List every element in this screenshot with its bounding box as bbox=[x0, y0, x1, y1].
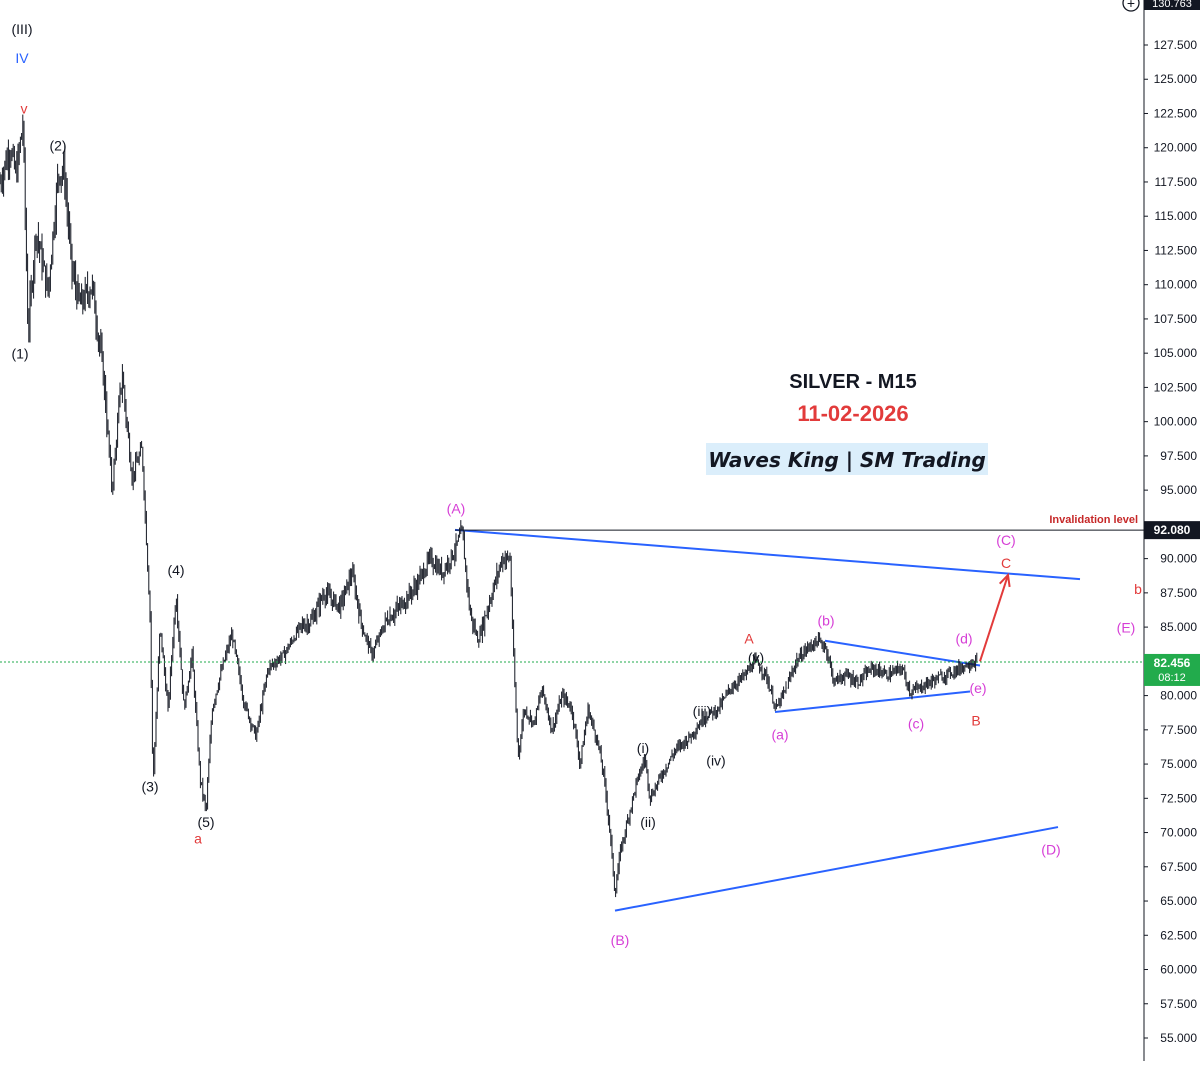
price-tick-label: 62.500 bbox=[1160, 928, 1197, 942]
projection-arrow-head bbox=[998, 572, 1011, 588]
price-tick-label: 112.500 bbox=[1155, 243, 1198, 257]
price-tick-label: 97.500 bbox=[1160, 449, 1197, 463]
wave-label: (v) bbox=[748, 650, 764, 666]
price-tick-label: 105.000 bbox=[1154, 346, 1198, 360]
brand-badge-bg bbox=[706, 443, 988, 475]
wave-label: (A) bbox=[447, 500, 466, 516]
current-price-group: 82.456 08:12 bbox=[0, 653, 1200, 686]
trend-lines bbox=[454, 528, 1081, 912]
price-tick-label: 110.000 bbox=[1155, 278, 1198, 292]
title-block: SILVER - M15 11-02-2026 Waves King | SM … bbox=[706, 371, 988, 475]
wave-label: (d) bbox=[955, 631, 972, 647]
price-tick-label: 127.500 bbox=[1154, 38, 1198, 52]
chart-title: SILVER - M15 bbox=[789, 371, 916, 393]
price-tick-label: 77.500 bbox=[1160, 723, 1197, 737]
invalidation-price-text: 92.080 bbox=[1154, 523, 1191, 537]
wave-label: (e) bbox=[969, 680, 986, 696]
price-tick-label: 80.000 bbox=[1160, 689, 1197, 703]
triangle-lower-line bbox=[774, 690, 971, 714]
price-tick-label: 85.000 bbox=[1160, 620, 1197, 634]
wave-label: (1) bbox=[11, 346, 28, 362]
price-axis[interactable]: 55.000 57.500 60.000 62.500 65.000 67.500 70.0… bbox=[1143, 0, 1198, 1061]
current-price-text: 82.456 bbox=[1154, 656, 1191, 670]
wave-label: b bbox=[1134, 581, 1142, 597]
wave-label: A bbox=[744, 631, 754, 647]
top-tick-label: 130.763 bbox=[1152, 0, 1192, 10]
wave-label: (ii) bbox=[640, 814, 656, 830]
wave-label: (a) bbox=[771, 726, 788, 742]
wave-label: IV bbox=[15, 50, 29, 66]
price-series bbox=[0, 114, 978, 898]
plus-icon: + bbox=[1127, 0, 1135, 11]
price-tick-label: 67.500 bbox=[1160, 860, 1197, 874]
price-tick-label: 87.500 bbox=[1160, 586, 1197, 600]
wave-label: (3) bbox=[141, 778, 158, 794]
wave-label: (D) bbox=[1041, 841, 1060, 857]
triangle-upper-line bbox=[824, 639, 981, 667]
price-tick-label: 115.000 bbox=[1155, 209, 1198, 223]
price-tick-label: 125.000 bbox=[1154, 72, 1198, 86]
wave-label: (B) bbox=[611, 932, 630, 948]
price-tick-label: 120.000 bbox=[1154, 141, 1198, 155]
wave-label: (2) bbox=[49, 137, 66, 153]
wave-label: C bbox=[1001, 555, 1011, 571]
price-tick-label: 55.000 bbox=[1160, 1031, 1197, 1045]
invalidation-group: Invalidation level 92.080 bbox=[455, 514, 1200, 540]
projection-arrow-line bbox=[979, 574, 1009, 662]
wave-label: (iv) bbox=[706, 752, 725, 768]
invalidation-price-tag bbox=[1144, 521, 1200, 540]
price-tick-label: 100.000 bbox=[1154, 415, 1198, 429]
wave-labels: (III) IV v (2) (1) (4) (3) (5)a (A) (B) (i) (ii) (ii… bbox=[11, 21, 1142, 948]
current-price-tag bbox=[1144, 653, 1200, 686]
wave-label: (b) bbox=[817, 613, 834, 629]
wave-label: a bbox=[194, 831, 202, 847]
zoom-plus-button[interactable] bbox=[1122, 0, 1140, 12]
bar-countdown-text: 08:12 bbox=[1158, 672, 1186, 684]
price-tick-label: 65.000 bbox=[1160, 894, 1197, 908]
price-tick-label: 95.000 bbox=[1160, 483, 1197, 497]
wave-label: (E) bbox=[1117, 620, 1136, 636]
price-tick-label: 90.000 bbox=[1160, 552, 1197, 566]
chart-date: 11-02-2026 bbox=[797, 401, 908, 426]
wave-label: (5) bbox=[197, 814, 214, 830]
price-tick-label: 122.500 bbox=[1154, 106, 1198, 120]
wave-label: (4) bbox=[167, 562, 184, 578]
price-tick-label: 70.000 bbox=[1160, 826, 1197, 840]
price-tick-label: 107.500 bbox=[1154, 312, 1198, 326]
wave-label: (III) bbox=[12, 21, 33, 37]
wave-label: (C) bbox=[996, 532, 1015, 548]
upper-channel-line bbox=[454, 528, 1081, 581]
wave-label: (c) bbox=[908, 715, 924, 731]
top-axis-area: 130.763 + bbox=[1122, 0, 1200, 12]
brand-label: Waves King | SM Trading bbox=[708, 448, 986, 472]
price-tick-label: 102.500 bbox=[1154, 380, 1198, 394]
price-tick-label: 117.500 bbox=[1155, 175, 1198, 189]
wave-label: (iii) bbox=[693, 703, 712, 719]
wave-label: v bbox=[21, 100, 28, 116]
price-tick-label: 60.000 bbox=[1160, 963, 1197, 977]
top-tag bbox=[1144, 0, 1200, 10]
price-tick-label: 75.000 bbox=[1160, 757, 1197, 771]
invalidation-label: Invalidation level bbox=[1049, 514, 1138, 526]
price-tick-label: 72.500 bbox=[1160, 791, 1197, 805]
wave-label: B bbox=[971, 713, 980, 729]
lower-channel-line bbox=[614, 826, 1059, 912]
price-tick-label: 57.500 bbox=[1160, 997, 1197, 1011]
wave-label: (i) bbox=[637, 740, 649, 756]
